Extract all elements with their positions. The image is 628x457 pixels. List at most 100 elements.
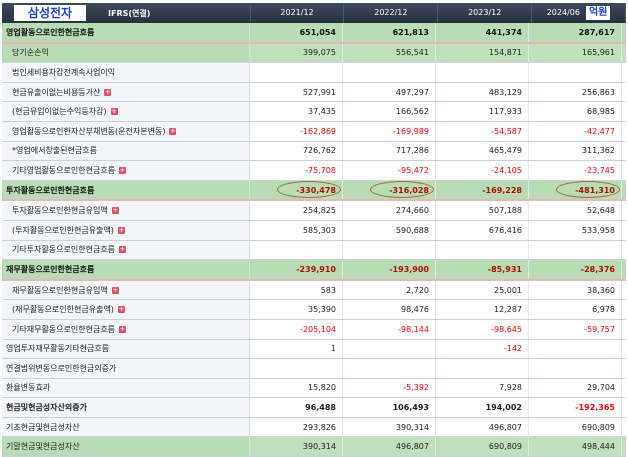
cell-value: -95,472 xyxy=(398,165,429,175)
expand-plus-icon[interactable]: + xyxy=(104,87,112,96)
table-row: 영업활동으로인한자산부채변동(운전자본변동) + -162,869 -169,989 -… xyxy=(2,121,626,142)
value-cell: 293,826 xyxy=(250,417,343,437)
value-cell: 690,809 xyxy=(436,437,529,457)
cell-value: -98,645 xyxy=(491,324,522,334)
value-cell: 35,390 xyxy=(250,300,343,319)
value-cell: 68,985 xyxy=(529,102,622,121)
value-cell: -95,472 xyxy=(343,161,436,180)
expand-plus-icon[interactable]: + xyxy=(119,165,127,174)
value-cell: 1 xyxy=(250,339,343,359)
table-row: 법인세비용차감전계속사업이익 xyxy=(2,63,626,83)
unit-badge: 억원 xyxy=(585,6,611,20)
value-cell: -59,757 xyxy=(529,319,622,339)
expand-plus-icon[interactable]: + xyxy=(169,126,177,135)
row-label: 현금및현금성자산의증가 xyxy=(6,403,87,413)
value-cell: 585,303 xyxy=(250,220,343,240)
expand-plus-icon[interactable]: + xyxy=(117,305,125,314)
row-label-cell: 기말현금및현금성자산 xyxy=(2,437,250,457)
value-cell: 527,991 xyxy=(250,82,343,102)
table-row: 기말현금및현금성자산 390,314 496,807 690,809 498,444 xyxy=(2,437,626,457)
value-cell xyxy=(343,339,436,359)
value-cell: -28,376 xyxy=(529,260,622,279)
table-row: 재무활동으로인한현금흐름 -239,910 -193,900 -85,931 -28,3… xyxy=(2,260,626,281)
value-cell: 311,362 xyxy=(529,141,622,161)
cell-value: 441,374 xyxy=(485,27,522,37)
row-label-cell: (재무활동으로인한현금유출액) + xyxy=(2,300,250,319)
table-row: 당기순손익 399,075 556,541 154,871 165,961 xyxy=(2,43,626,64)
value-cell: 690,809 xyxy=(529,417,622,437)
row-label-cell: 법인세비용차감전계속사업이익 xyxy=(2,63,250,82)
value-cell xyxy=(250,63,343,82)
value-cell xyxy=(529,339,622,359)
table-row: (투자활동으로인한현금유출액) +585,303 590,688 676,416 533… xyxy=(2,220,626,241)
cash-flow-table: 삼성전자 IFRS(연결) 2021/12 2022/12 2023/12 20… xyxy=(2,3,626,457)
expand-plus-icon[interactable]: + xyxy=(111,285,119,294)
expand-plus-icon[interactable]: + xyxy=(110,107,118,116)
row-label: 기타영업활동으로인한현금흐름 xyxy=(12,165,116,175)
value-cell: 166,562 xyxy=(343,102,436,121)
row-label: 기초현금및현금성자산 xyxy=(6,422,80,432)
value-cell: -5,392 xyxy=(343,378,436,398)
cell-value: -169,228 xyxy=(482,185,522,195)
cell-value: 498,444 xyxy=(581,442,615,452)
value-cell xyxy=(250,240,343,260)
value-cell xyxy=(436,359,529,378)
cell-value: -5,392 xyxy=(403,383,429,393)
table-row: 환율변동효과 15,820 -5,392 7,928 29,704 xyxy=(2,378,626,399)
value-cell: -330,478 xyxy=(250,180,343,200)
row-label: 현금유출이없는비용등가산 xyxy=(12,87,101,97)
row-label-cell: 기타재무활동으로인한현금흐름 + xyxy=(2,319,250,339)
row-label: 재무활동으로인한현금유입액 xyxy=(12,285,108,295)
cell-value: 15,820 xyxy=(308,383,336,393)
row-label: 연결범위변동으로인한현금의증가 xyxy=(6,363,117,373)
cell-value: -98,144 xyxy=(398,324,429,334)
cell-value: -24,105 xyxy=(491,165,522,175)
row-label-cell: (투자활동으로인한현금유출액) + xyxy=(2,220,250,240)
cell-value: -169,989 xyxy=(393,126,429,136)
expand-plus-icon[interactable]: + xyxy=(111,206,119,215)
row-label-cell: 투자활동으로인한현금유입액 + xyxy=(2,201,250,220)
value-cell xyxy=(436,240,529,260)
value-cell: 38,360 xyxy=(529,280,622,300)
value-cell: 165,961 xyxy=(529,43,622,63)
value-cell: -142 xyxy=(436,339,529,359)
cell-value: 556,541 xyxy=(395,48,429,58)
value-cell xyxy=(529,359,622,378)
table-row: 투자활동으로인한현금유입액 +254,825 274,660 507,188 52,64… xyxy=(2,201,626,221)
expand-plus-icon[interactable]: + xyxy=(119,245,127,254)
value-cell: 496,807 xyxy=(343,437,436,457)
value-cell: -98,144 xyxy=(343,319,436,339)
value-cell: 254,825 xyxy=(250,201,343,220)
row-label-cell: 현금및현금성자산의증가 xyxy=(2,398,250,417)
row-label: 재무활동으로인한현금흐름 xyxy=(6,264,95,274)
row-label: 기말현금및현금성자산 xyxy=(6,442,80,452)
cell-value: 399,075 xyxy=(302,48,336,58)
value-cell: -316,028 xyxy=(343,180,436,200)
value-cell: 496,807 xyxy=(436,417,529,437)
value-cell: -169,228 xyxy=(436,180,529,200)
table-row: 기타영업활동으로인한현금흐름 + -75,708 -95,472 -24,105 -23,… xyxy=(2,161,626,181)
cell-value: 590,688 xyxy=(395,225,429,235)
cell-value: 96,488 xyxy=(305,403,336,413)
value-cell xyxy=(529,240,622,260)
company-name: 삼성전자 xyxy=(14,5,86,21)
value-cell: 621,813 xyxy=(343,23,436,42)
cell-value: 2,720 xyxy=(406,285,429,295)
table-body: 영업활동으로인한현금흐름 651,054 621,813 441,374 287,617… xyxy=(2,23,626,457)
value-cell: 154,871 xyxy=(436,43,529,63)
value-cell: 274,660 xyxy=(343,201,436,220)
expand-plus-icon[interactable]: + xyxy=(119,324,127,333)
cell-value: 166,562 xyxy=(395,107,429,117)
cell-value: 154,871 xyxy=(488,48,522,58)
row-label-cell: (현금유입이없는수익등차감) + xyxy=(2,102,250,121)
value-cell: 6,978 xyxy=(529,300,622,319)
row-label-cell: 당기순손익 xyxy=(2,43,250,63)
cell-value: 106,493 xyxy=(392,403,429,413)
cell-value: 274,660 xyxy=(395,206,429,216)
value-cell: -193,900 xyxy=(343,260,436,279)
cell-value: 527,991 xyxy=(302,87,336,97)
value-cell: -481,310 xyxy=(529,180,622,200)
expand-plus-icon[interactable]: + xyxy=(117,225,125,234)
cell-value: -59,757 xyxy=(584,324,615,334)
cell-value: -23,745 xyxy=(584,165,615,175)
